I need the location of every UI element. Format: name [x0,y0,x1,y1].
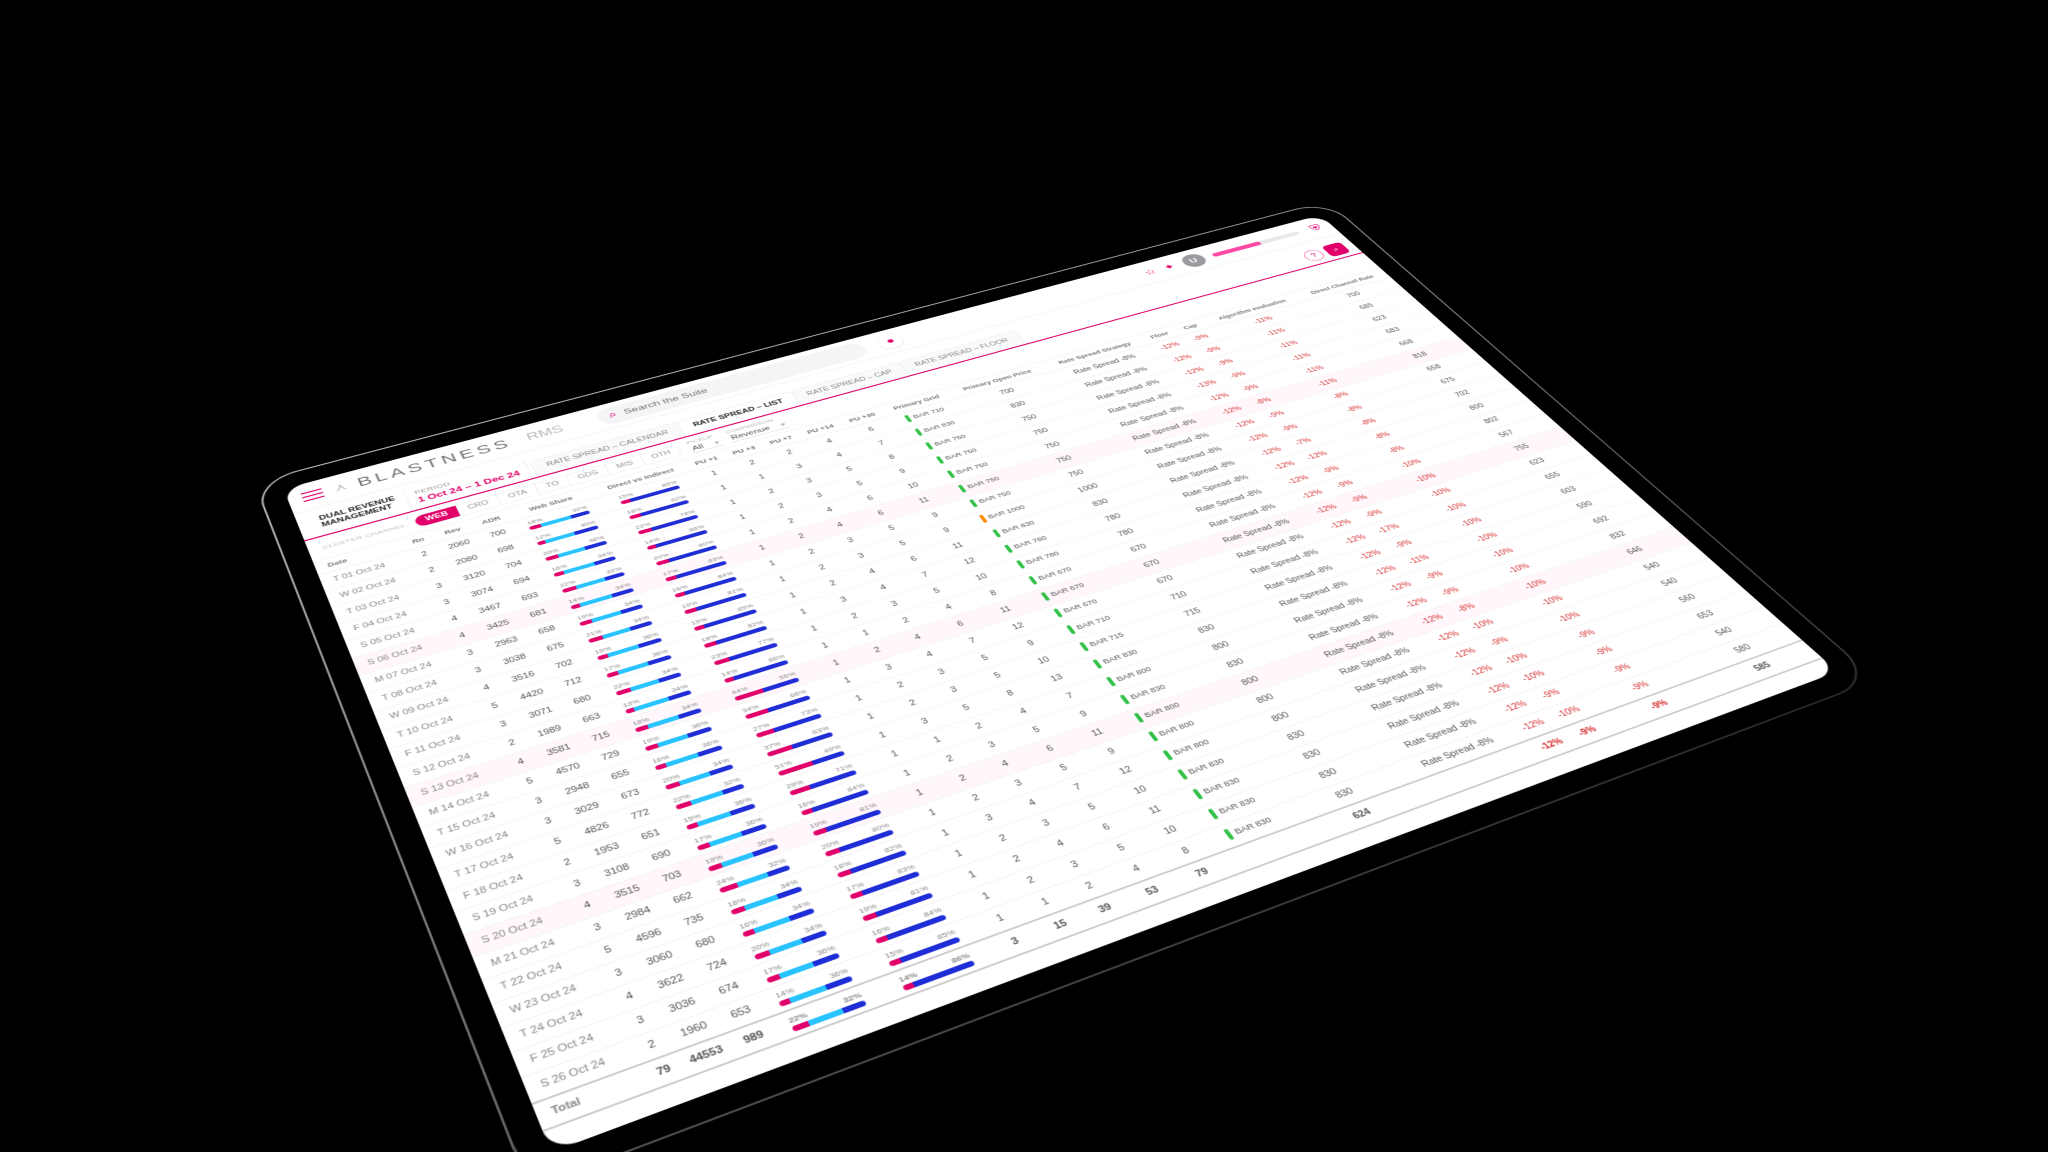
logo-icon: ⋏ [332,481,348,495]
table-search-icon[interactable]: ⌕ [1321,242,1351,257]
table-row[interactable]: S 20 Oct 244351570319%36%19%81%124611BAR… [463,527,1691,957]
suite-name: RMS [524,423,566,443]
tablet-frame: ⋏ BLASTNESS RMS ⌕ ● ☆ ✦ U ⛨ [253,201,1878,1152]
table-body: T 01 Oct 242206070018%32%15%85%12246BAR … [318,277,1822,1131]
search-icon: ⌕ [606,410,619,421]
rate-spread-table: DateRnRevADRWeb ShareDirect vs IndirectP… [313,268,1823,1132]
user-avatar[interactable]: U [1177,252,1209,269]
app-screen: ⋏ BLASTNESS RMS ⌕ ● ☆ ✦ U ⛨ [283,215,1837,1152]
table-row[interactable]: T 22 Oct 245459673518%34%18%82%134712BAR… [482,558,1727,1004]
star-icon[interactable]: ✦ [1160,261,1178,272]
help-icon[interactable]: ? [1300,248,1328,262]
table-row[interactable]: T 24 Oct 244362272420%34%19%81%124611BAR… [501,590,1764,1053]
table-row[interactable]: S 26 Oct 242196065314%36%15%85%11248BAR … [521,623,1802,1104]
table-row[interactable]: F 25 Oct 243303667417%36%16%84%123510BAR… [511,606,1782,1078]
mic-icon[interactable]: ● [874,332,906,350]
star-outline-icon[interactable]: ☆ [1141,266,1160,277]
data-table-wrap[interactable]: DateRnRevADRWeb ShareDirect vs IndirectP… [313,268,1838,1152]
table-row[interactable]: M 21 Oct 243298466224%32%20%80%12359BAR … [473,543,1709,981]
channel-chip[interactable]: TO [534,475,571,494]
table-total-row[interactable]: Total794455398922%32%14%86%315395379624-… [532,640,1822,1131]
menu-icon[interactable] [300,488,325,502]
shield-icon[interactable]: ⛨ [1307,223,1326,234]
table-row[interactable]: W 23 Oct 243306068016%34%17%83%123510BAR… [491,574,1745,1029]
